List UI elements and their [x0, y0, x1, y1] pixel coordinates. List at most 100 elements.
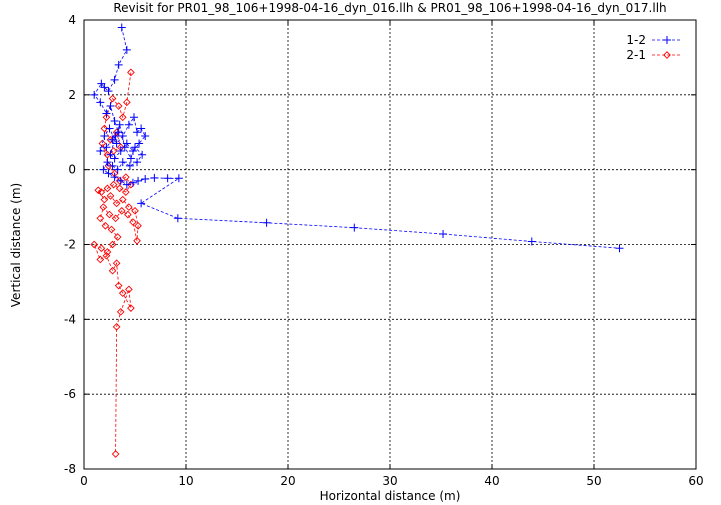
- series-2-point: [118, 195, 127, 204]
- legend-sample-series-1: [652, 36, 682, 44]
- series-1-point: [99, 165, 108, 174]
- series-2-point: [131, 206, 139, 215]
- series-1-point: [115, 120, 124, 129]
- series-2-point: [111, 450, 120, 458]
- series-2-point: [103, 150, 112, 159]
- series-2-point: [663, 51, 671, 59]
- series-1-point: [133, 158, 142, 167]
- y-tick-label: -8: [64, 462, 76, 476]
- x-axis-label: Horizontal distance (m): [320, 489, 461, 503]
- series-2-point: [96, 214, 105, 223]
- series-2-point: [105, 210, 114, 219]
- series-1-point: [111, 131, 120, 140]
- series-2-point: [127, 304, 135, 312]
- series-1-point: [141, 175, 150, 184]
- series-1-point: [150, 173, 159, 182]
- series-2-point: [108, 266, 117, 275]
- series-1-point: [125, 161, 134, 170]
- y-tick-label: 0: [68, 163, 76, 177]
- series-2-point: [101, 221, 110, 230]
- series-2: [90, 68, 142, 458]
- series-1-point: [104, 169, 113, 178]
- series-2-point: [118, 113, 127, 122]
- series-1-point: [122, 180, 131, 189]
- series-2-point: [115, 177, 124, 185]
- series-1-point: [116, 176, 125, 185]
- series-1-point: [120, 143, 129, 152]
- series-2-point: [112, 199, 121, 208]
- series-1-point: [106, 102, 115, 111]
- y-tick-label: -6: [64, 387, 76, 401]
- y-tick-label: 4: [68, 13, 76, 27]
- series-2-point: [112, 259, 121, 268]
- series-1-point: [117, 23, 126, 32]
- series-2-point: [90, 240, 99, 249]
- series-1-line: [93, 27, 620, 249]
- series-1: [90, 23, 624, 253]
- series-2-point: [127, 68, 135, 77]
- x-tick-label: 50: [586, 474, 601, 488]
- series-2-point: [102, 251, 111, 260]
- series-2-point: [97, 244, 106, 253]
- series-1-point: [350, 223, 359, 232]
- x-tick-label: 20: [280, 474, 295, 488]
- legend-sample-series-2: [652, 51, 682, 59]
- series-1-point: [102, 143, 111, 152]
- series-2-point: [116, 308, 125, 316]
- series-2-point: [111, 214, 120, 223]
- series-1-point: [133, 128, 142, 137]
- series-2-point: [97, 188, 106, 196]
- x-tick-label: 40: [484, 474, 499, 488]
- series-2-point: [100, 124, 109, 133]
- series-1-point: [615, 244, 624, 253]
- y-axis-label: Vertical distance (m): [9, 183, 23, 307]
- series-1-point: [439, 230, 448, 239]
- series-2-point: [99, 203, 108, 211]
- series-1-point: [105, 124, 114, 133]
- series-1-point: [137, 199, 146, 208]
- legend: 1-2 2-1: [626, 33, 682, 62]
- series-1-point: [128, 146, 137, 155]
- series-1-point: [108, 161, 117, 170]
- series-1-point: [116, 146, 125, 155]
- series-2-point: [106, 192, 115, 200]
- series-1-point: [134, 176, 143, 185]
- series-1-point: [110, 154, 119, 163]
- series-1-point: [118, 131, 127, 140]
- y-tick-label: 2: [68, 88, 76, 102]
- series-2-point: [102, 113, 111, 122]
- series-2-point: [121, 188, 130, 196]
- series-1-point: [90, 90, 99, 99]
- series-1-point: [137, 124, 146, 133]
- chart-title: Revisit for PR01_98_106+1998-04-16_dyn_0…: [113, 1, 666, 15]
- series-1-point: [129, 113, 138, 122]
- series-2-point: [134, 221, 142, 230]
- series-1-point: [527, 237, 536, 246]
- series-2-point: [98, 139, 107, 148]
- series-2-point: [114, 102, 123, 110]
- y-tick-label: -4: [64, 312, 76, 326]
- x-tick-label: 0: [80, 474, 88, 488]
- series-2-point: [107, 225, 116, 234]
- series-2-point: [125, 203, 133, 211]
- legend-label-series-1: 1-2: [626, 33, 646, 47]
- series-1-point: [174, 174, 183, 183]
- series-1-point: [262, 218, 271, 227]
- series-2-point: [129, 218, 137, 226]
- series-1-point: [173, 214, 182, 223]
- series-2-point: [117, 206, 126, 215]
- series-1-point: [100, 131, 109, 140]
- series-1-point: [104, 87, 113, 96]
- series-2-point: [118, 289, 127, 297]
- series-1-point: [663, 36, 671, 44]
- series-1-point: [114, 60, 123, 69]
- series-1-point: [126, 154, 135, 163]
- series-1-point: [141, 131, 150, 140]
- series-2-point: [100, 195, 109, 204]
- x-tick-label: 30: [382, 474, 397, 488]
- series-2-point: [124, 210, 132, 219]
- series-2-point: [108, 240, 117, 249]
- series-1-point: [102, 109, 111, 118]
- series-2-point: [115, 184, 124, 193]
